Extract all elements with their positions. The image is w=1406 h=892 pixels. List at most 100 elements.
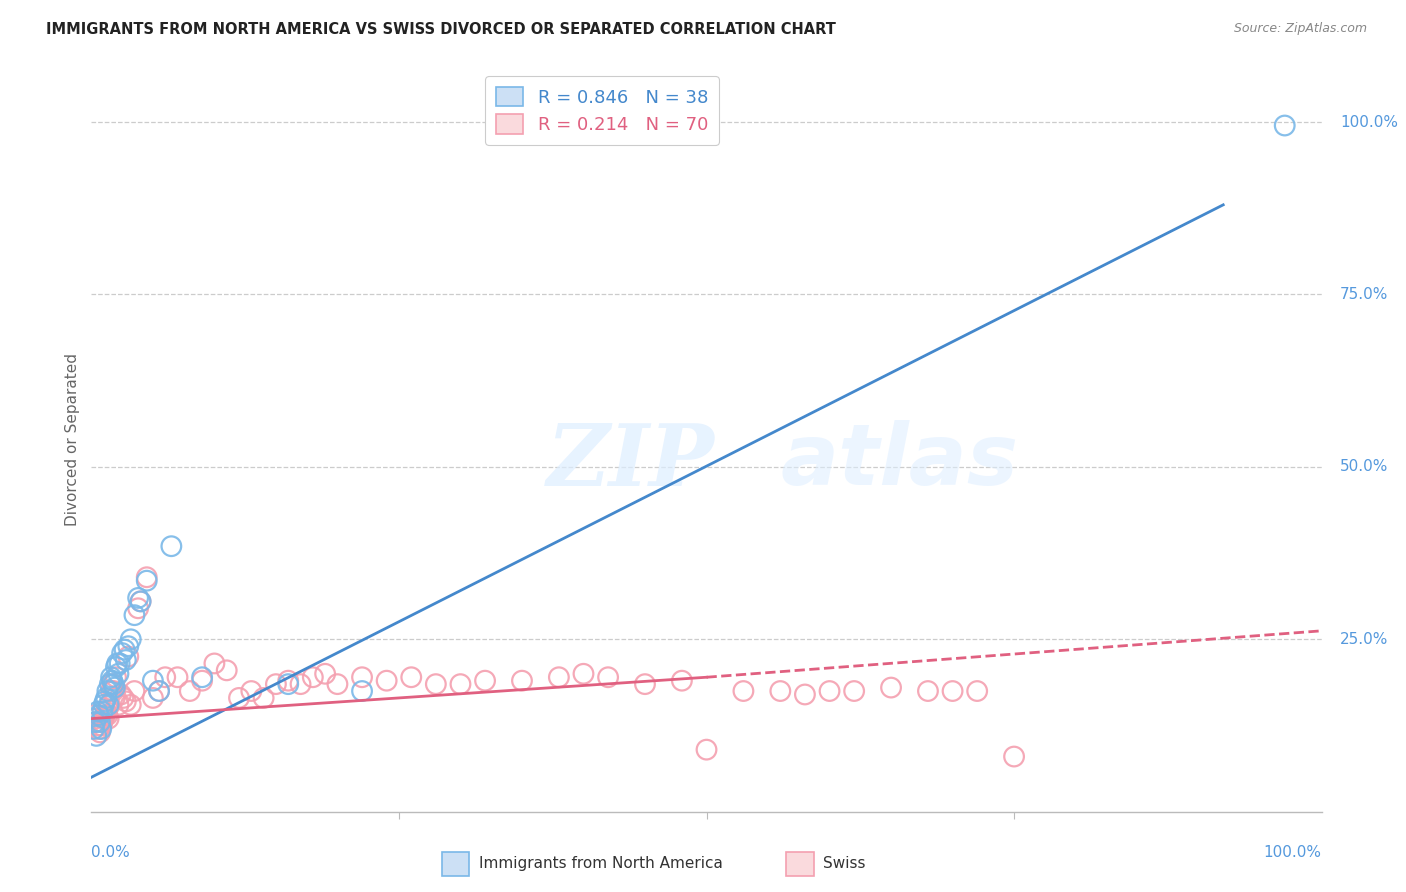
Point <box>425 677 447 691</box>
Point <box>86 729 108 743</box>
Point <box>100 670 122 684</box>
Point <box>117 639 139 653</box>
Text: 25.0%: 25.0% <box>1340 632 1389 647</box>
Point <box>277 677 299 691</box>
Point <box>96 705 117 719</box>
Point <box>127 601 149 615</box>
Point <box>1274 119 1296 133</box>
Text: ZIP: ZIP <box>547 420 714 503</box>
Point <box>148 684 170 698</box>
Point <box>129 594 152 608</box>
Point <box>114 653 138 667</box>
Text: 100.0%: 100.0% <box>1340 114 1398 129</box>
Point <box>160 539 183 553</box>
Point <box>98 698 121 712</box>
Point <box>111 646 134 660</box>
Point <box>399 670 422 684</box>
Point <box>112 690 135 705</box>
Point <box>83 722 105 736</box>
Point <box>191 670 214 684</box>
Point <box>301 670 323 684</box>
Point <box>114 642 136 657</box>
Bar <box>441 852 470 876</box>
Point <box>94 708 117 723</box>
Point <box>120 698 142 712</box>
Bar <box>786 852 814 876</box>
Point <box>124 684 146 698</box>
Point <box>314 666 336 681</box>
Point <box>91 705 114 719</box>
Point <box>793 688 815 702</box>
Point <box>228 690 250 705</box>
Point <box>917 684 939 698</box>
Point <box>107 698 129 712</box>
Point <box>103 677 125 691</box>
Point <box>966 684 988 698</box>
Text: Immigrants from North America: Immigrants from North America <box>479 856 723 871</box>
Point <box>94 694 117 708</box>
Point <box>202 657 225 671</box>
Point <box>89 725 111 739</box>
Point <box>87 722 110 736</box>
Point <box>215 664 238 678</box>
Point <box>91 714 114 729</box>
Point <box>179 684 201 698</box>
Point <box>264 677 287 691</box>
Point <box>596 670 619 684</box>
Point <box>634 677 657 691</box>
Point <box>84 712 107 726</box>
Point <box>93 698 115 712</box>
Point <box>127 591 149 605</box>
Point <box>104 690 127 705</box>
Point <box>105 670 127 684</box>
Point <box>842 684 865 698</box>
Point <box>148 684 170 698</box>
Point <box>120 632 142 647</box>
Point <box>110 688 132 702</box>
Point <box>114 694 138 708</box>
Point <box>166 670 188 684</box>
Text: Swiss: Swiss <box>824 856 866 871</box>
Point <box>105 660 127 674</box>
Point <box>135 570 157 584</box>
Point <box>100 684 122 698</box>
Point <box>290 677 312 691</box>
Point <box>142 673 165 688</box>
Text: atlas: atlas <box>780 420 1018 503</box>
Point <box>191 673 214 688</box>
Point <box>769 684 792 698</box>
Point <box>104 681 127 695</box>
Point <box>96 684 118 698</box>
Point <box>86 718 108 732</box>
Point <box>107 666 129 681</box>
Point <box>253 690 276 705</box>
Point <box>97 712 120 726</box>
Text: 75.0%: 75.0% <box>1340 287 1389 302</box>
Point <box>97 698 120 712</box>
Point <box>880 681 903 695</box>
Point <box>818 684 841 698</box>
Point <box>352 684 374 698</box>
Point <box>474 673 496 688</box>
Point <box>375 673 398 688</box>
Point <box>142 690 165 705</box>
Point <box>671 673 693 688</box>
Point <box>352 670 374 684</box>
Point <box>547 670 569 684</box>
Point <box>695 742 717 756</box>
Point <box>83 708 105 723</box>
Point <box>277 673 299 688</box>
Point <box>90 718 112 732</box>
Text: 0.0%: 0.0% <box>91 846 131 860</box>
Point <box>108 657 131 671</box>
Point <box>101 677 124 691</box>
Point <box>86 714 108 729</box>
Text: 50.0%: 50.0% <box>1340 459 1389 475</box>
Point <box>89 714 111 729</box>
Point <box>86 705 108 719</box>
Point <box>93 712 115 726</box>
Point <box>90 722 112 736</box>
Point <box>572 666 595 681</box>
Point <box>510 673 533 688</box>
Point <box>84 714 107 729</box>
